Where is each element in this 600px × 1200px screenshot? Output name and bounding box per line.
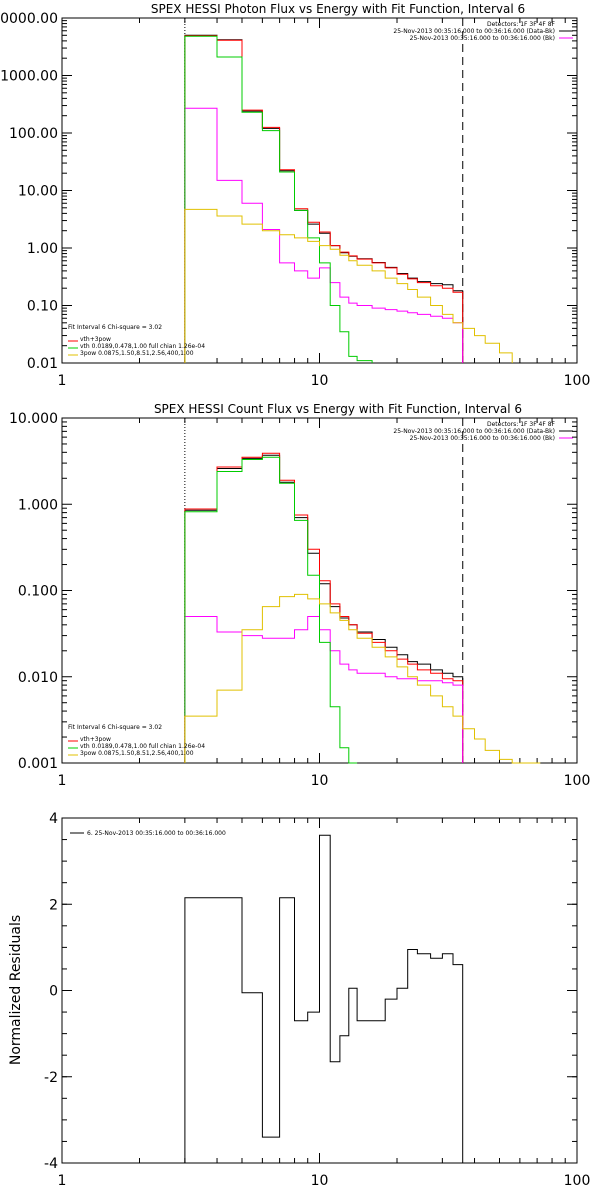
y-tick-label: 0.10 — [27, 299, 58, 315]
x-tick-label: 10 — [311, 1173, 329, 1189]
y-tick-label: 100.00 — [9, 126, 58, 142]
legend-right-text: Detectors: 1F 3F 4F 8F — [487, 21, 556, 28]
series-line — [184, 834, 464, 1163]
panel-residuals: Normalized Residuals 1 10 100 -4 -2 0 2 4 6. 25… — [8, 811, 590, 1189]
panel-2-title: SPEX HESSI Count Flux vs Energy with Fit… — [154, 402, 522, 416]
legend-left-text: Fit Interval 6 Chi-square = 3.02 — [68, 324, 162, 331]
panel-1-frame — [61, 17, 578, 364]
series-line — [184, 107, 464, 363]
panel-1-axes: 1 10 100 0.01 0.10 1.00 10.00 100.00 1000.00 1000… — [0, 11, 590, 389]
panel-3-series — [184, 834, 464, 1163]
x-tick-label: 1 — [58, 373, 67, 389]
legend-right-text: 25-Nov-2013 00:35:16.000 to 00:36:16.000… — [410, 435, 555, 442]
series-line — [184, 452, 464, 763]
panel-1-series — [184, 34, 513, 363]
x-tick-label: 1 — [58, 773, 67, 789]
y-tick-label: 0.001 — [18, 756, 58, 772]
panel-3-legend: 6. 25-Nov-2013 00:35:16.000 to 00:36:16.… — [70, 830, 226, 837]
y-tick-label: 0.100 — [18, 584, 58, 600]
legend-right-text: 25-Nov-2013 00:35:16.000 to 00:36:16.000… — [393, 428, 555, 435]
legend-text: 6. 25-Nov-2013 00:35:16.000 to 00:36:16.… — [87, 830, 226, 837]
legend-left-text: vth+3pow — [80, 336, 111, 343]
panel-3-axes: 1 10 100 -4 -2 0 2 4 — [44, 811, 590, 1189]
y-tick-label: 10000.00 — [0, 11, 58, 27]
y-tick-label: -2 — [44, 1070, 58, 1086]
y-tick-label: 2 — [49, 897, 58, 913]
panel-photon-flux: SPEX HESSI Photon Flux vs Energy with Fi… — [0, 2, 590, 389]
series-line — [184, 35, 373, 363]
legend-left-text: Fit Interval 6 Chi-square = 3.02 — [68, 724, 162, 731]
x-tick-label: 100 — [564, 1173, 591, 1189]
legend-right-text: 25-Nov-2013 00:35:16.000 to 00:36:16.000… — [393, 28, 555, 35]
panel-1-title: SPEX HESSI Photon Flux vs Energy with Fi… — [151, 2, 525, 16]
series-line — [184, 616, 464, 763]
series-line — [184, 454, 464, 763]
y-tick-label: 0.01 — [27, 356, 58, 372]
panel-3-ylabel: Normalized Residuals — [8, 915, 24, 1065]
legend-left-text: vth+3pow — [80, 736, 111, 743]
legend-left-text: vth 0.0189,0.478,1.00 full chian 1.26e-0… — [80, 743, 205, 750]
y-tick-label: 0 — [49, 984, 58, 1000]
y-tick-label: 0.010 — [18, 670, 58, 686]
panel-count-flux: SPEX HESSI Count Flux vs Energy with Fit… — [9, 402, 590, 789]
series-line — [184, 593, 541, 764]
legend-left-text: 3pow 0.0875,1.50,8.51,2.56,400,1.00 — [80, 750, 194, 757]
y-tick-label: 1.000 — [18, 497, 58, 513]
series-line — [184, 208, 513, 363]
x-tick-label: 10 — [311, 773, 329, 789]
y-tick-label: -4 — [44, 1156, 58, 1172]
series-line — [184, 456, 358, 764]
panel-2-series — [184, 452, 541, 764]
legend-right-text: Detectors: 1F 3F 4F 8F — [487, 421, 556, 428]
legend-left-text: vth 0.0189,0.478,1.00 full chian 1.26e-0… — [80, 343, 205, 350]
y-tick-label: 10.00 — [18, 184, 58, 200]
series-line — [184, 34, 464, 363]
x-tick-label: 100 — [564, 773, 591, 789]
legend-right-text: 25-Nov-2013 00:35:16.000 to 00:36:16.000… — [410, 35, 555, 42]
x-tick-label: 1 — [58, 1173, 67, 1189]
x-tick-label: 100 — [564, 373, 591, 389]
legend-left-text: 3pow 0.0875,1.50,8.51,2.56,400,1.00 — [80, 350, 194, 357]
y-tick-label: 4 — [49, 811, 58, 827]
x-tick-label: 10 — [311, 373, 329, 389]
y-tick-label: 1000.00 — [0, 69, 58, 85]
y-tick-label: 10.000 — [9, 411, 58, 427]
y-tick-label: 1.00 — [27, 241, 58, 257]
panel-2-axes: 1 10 100 0.001 0.010 0.100 1.000 10.000 — [9, 411, 590, 789]
